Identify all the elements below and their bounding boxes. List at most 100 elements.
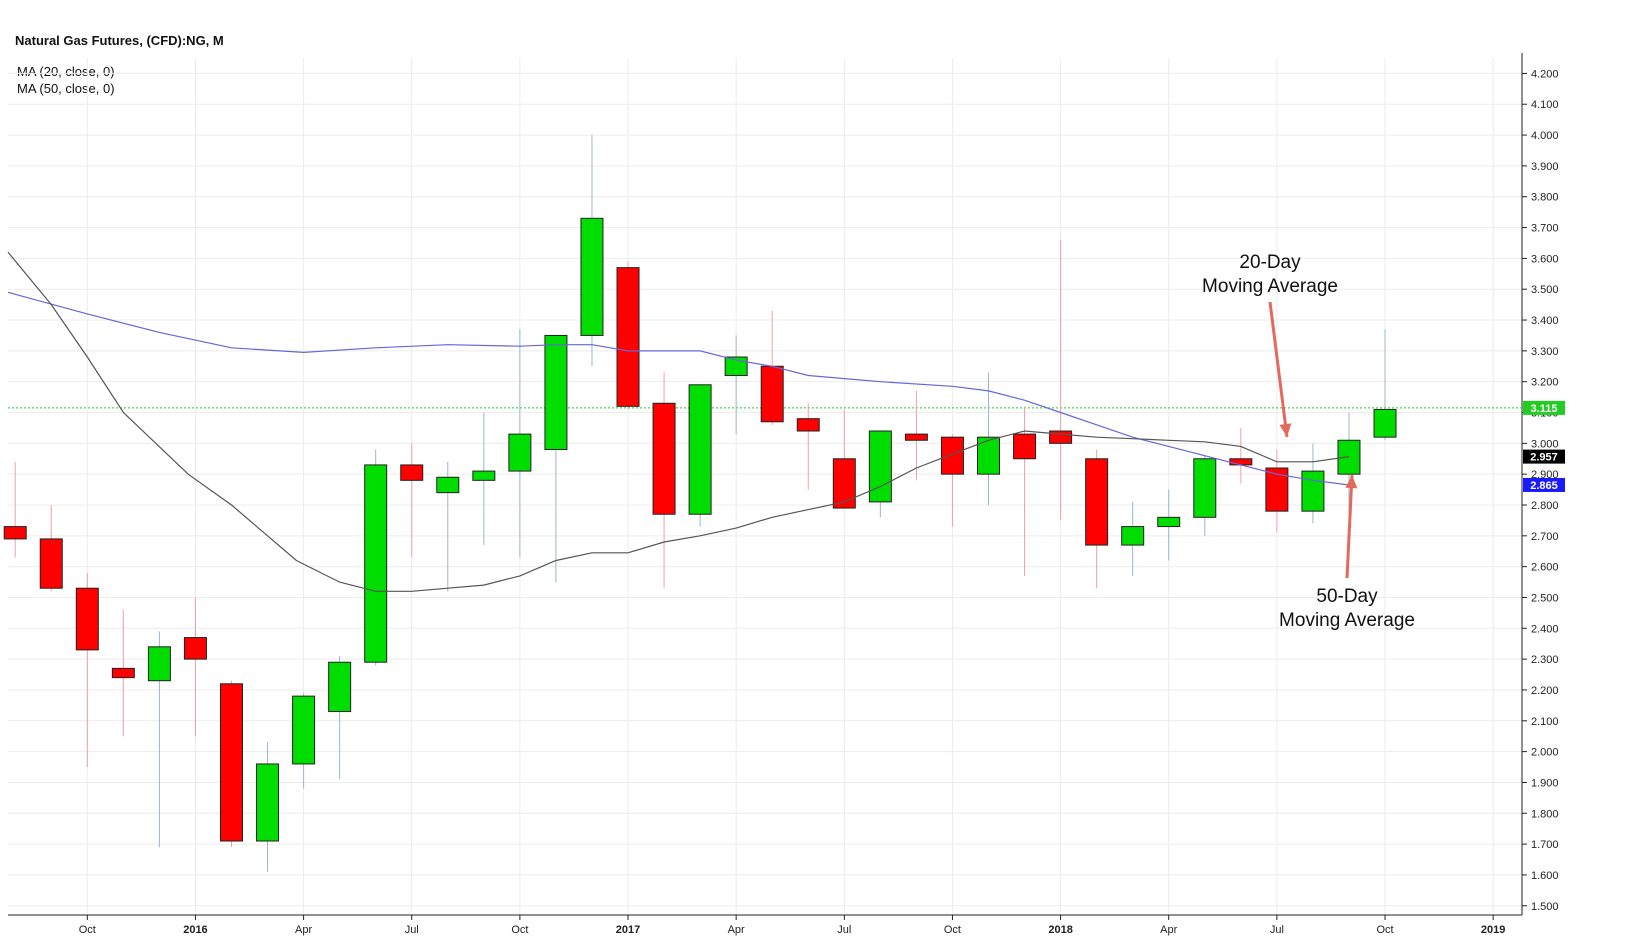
price-tag-background	[1523, 400, 1565, 415]
y-tick-label: 3.400	[1531, 315, 1559, 327]
price-tag-label: 3.115	[1531, 403, 1558, 415]
candle-body	[1301, 470, 1325, 512]
y-tick-label: 1.800	[1531, 808, 1559, 820]
grid-lines	[8, 58, 1522, 915]
candle-body	[328, 661, 352, 713]
x-tick-label: 2018	[1048, 924, 1072, 936]
x-tick-label: Oct	[79, 924, 96, 936]
candle-body	[1085, 458, 1109, 546]
x-tick-label: Jul	[1270, 924, 1284, 936]
annotation-arrow-head	[1279, 423, 1292, 437]
candles	[3, 135, 1397, 872]
annotation-text: Moving Average	[1202, 276, 1338, 297]
candle-body	[1373, 408, 1397, 438]
candle-body	[436, 476, 460, 494]
annotation-ma20: 20-Day Moving Average	[1202, 252, 1338, 438]
x-tick-label: 2019	[1481, 924, 1505, 936]
x-tick-label: Apr	[1160, 924, 1177, 936]
x-tick-label: 2017	[616, 924, 640, 936]
y-tick-label: 4.100	[1531, 99, 1559, 111]
x-tick-label: Oct	[1376, 924, 1393, 936]
x-tick-label: Apr	[728, 924, 745, 936]
price-tag: 3.115	[1523, 400, 1565, 415]
candle-body	[796, 418, 820, 432]
candle-body	[868, 430, 892, 503]
candle-body	[1193, 458, 1217, 518]
x-tick-label: 2016	[183, 924, 207, 936]
candle-body	[1121, 526, 1145, 546]
candle-body	[183, 637, 207, 660]
candle-body	[904, 433, 928, 441]
candle-body	[508, 433, 532, 472]
candle-body	[976, 436, 1000, 475]
candle-body	[1229, 458, 1253, 466]
price-tag: 2.957	[1523, 449, 1565, 464]
y-tick-label: 1.600	[1531, 870, 1559, 882]
y-tick-label: 2.000	[1531, 747, 1559, 759]
candle-body	[940, 436, 964, 475]
candle-body	[652, 402, 676, 515]
y-tick-label: 1.900	[1531, 777, 1559, 789]
y-tick-label: 2.800	[1531, 500, 1559, 512]
y-tick-label: 2.600	[1531, 562, 1559, 574]
candle-body	[39, 538, 63, 589]
candle-body	[219, 683, 243, 842]
price-tag-background	[1523, 477, 1565, 492]
chart-title: Natural Gas Futures, (CFD):NG, M	[15, 33, 224, 48]
y-tick-label: 2.100	[1531, 716, 1559, 728]
y-tick-label: 3.000	[1531, 438, 1559, 450]
candle-body	[256, 763, 280, 842]
candle-body	[1013, 433, 1037, 460]
indicator-label-ma50: MA (50, close, 0)	[17, 81, 115, 96]
y-tick-label: 3.900	[1531, 161, 1559, 173]
candle-body	[147, 646, 171, 682]
candle-body	[400, 464, 424, 481]
y-tick-label: 2.300	[1531, 654, 1559, 666]
candle-body	[111, 667, 135, 679]
price-tag-background	[1523, 449, 1565, 464]
x-tick-label: Jul	[405, 924, 419, 936]
y-tick-label: 4.200	[1531, 68, 1559, 80]
candle-body	[472, 470, 496, 481]
x-tick-label: Oct	[944, 924, 961, 936]
candle-body	[760, 365, 784, 423]
y-tick-label: 2.400	[1531, 623, 1559, 635]
y-tick-label: 3.200	[1531, 377, 1559, 389]
candle-body	[364, 464, 388, 663]
candle-body	[544, 334, 568, 451]
x-tick-label: Oct	[511, 924, 528, 936]
indicator-label-ma20: MA (20, close, 0)	[17, 64, 115, 79]
y-tick-label: 4.000	[1531, 130, 1559, 142]
ma20-line	[7, 251, 1350, 592]
candle-body	[1157, 516, 1181, 528]
candle-body	[75, 587, 99, 651]
x-tick-label: Jul	[837, 924, 851, 936]
x-tick-label: Apr	[295, 924, 312, 936]
annotation-text: 20-Day	[1239, 252, 1301, 273]
y-tick-label: 3.800	[1531, 192, 1559, 204]
y-tick-label: 3.700	[1531, 223, 1559, 235]
ma50-line	[7, 291, 1350, 486]
candle-body	[292, 695, 316, 765]
y-tick-label: 1.500	[1531, 901, 1559, 913]
price-tag: 2.865	[1523, 477, 1565, 492]
annotation-ma50: 50-Day Moving Average	[1279, 474, 1415, 631]
candle-body	[580, 217, 604, 336]
y-tick-label: 3.500	[1531, 284, 1559, 296]
candle-body	[1337, 439, 1361, 475]
annotation-text: 50-Day	[1316, 586, 1378, 607]
annotation-arrow-head	[1345, 475, 1358, 489]
y-tick-label: 3.300	[1531, 346, 1559, 358]
candle-body	[3, 526, 27, 540]
y-tick-label: 2.200	[1531, 685, 1559, 697]
candle-body	[832, 458, 856, 509]
price-tag-label: 2.865	[1530, 480, 1558, 492]
y-tick-label: 2.500	[1531, 592, 1559, 604]
annotation-text: Moving Average	[1279, 610, 1415, 631]
y-tick-label: 2.700	[1531, 531, 1559, 543]
candle-body	[1265, 467, 1289, 512]
price-tag-label: 2.957	[1530, 452, 1558, 464]
annotation-arrow-shaft	[1345, 474, 1354, 579]
